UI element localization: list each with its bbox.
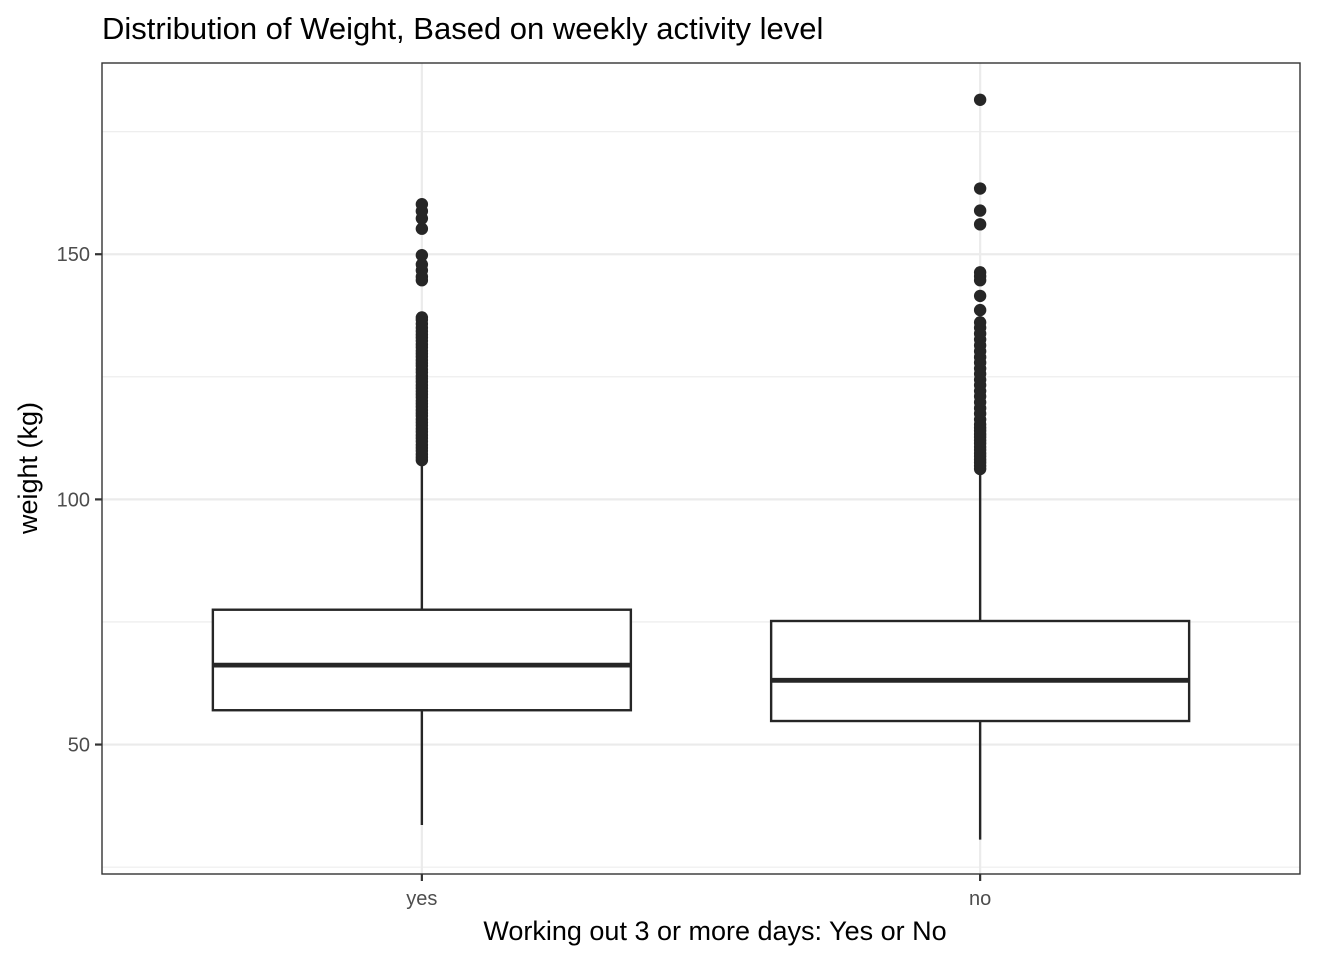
y-tick-label: 150 [57,244,90,266]
outlier-point [973,266,987,279]
interquartile-box [769,619,1191,723]
grid-lines [102,63,1300,874]
chart-title: Distribution of Weight, Based on weekly … [102,11,823,46]
x-tick-label: yes [406,888,437,910]
y-axis: 50 100 150 [57,244,102,757]
box-yes [211,198,633,825]
outlier-point [415,249,429,262]
box-no [769,93,1191,840]
plot-panel-border [101,62,1301,875]
outlier-point [973,93,987,106]
outlier-point [415,311,429,324]
outlier-point [973,303,987,317]
outlier-point [973,316,987,329]
outlier-point [973,182,987,195]
outlier-point [973,289,987,303]
box-series [211,93,1191,840]
outlier-point [415,222,429,235]
x-axis-title: Working out 3 or more days: Yes or No [483,916,946,946]
x-tick-label: no [969,888,991,910]
outlier-point [973,204,987,217]
y-tick-label: 50 [68,735,90,757]
y-tick-label: 100 [57,489,90,511]
y-axis-title: weight (kg) [13,402,43,535]
interquartile-box [211,608,633,712]
x-axis: yes no [406,874,991,910]
outlier-point [415,258,429,271]
outlier-point [415,198,429,211]
outlier-point [973,218,987,231]
